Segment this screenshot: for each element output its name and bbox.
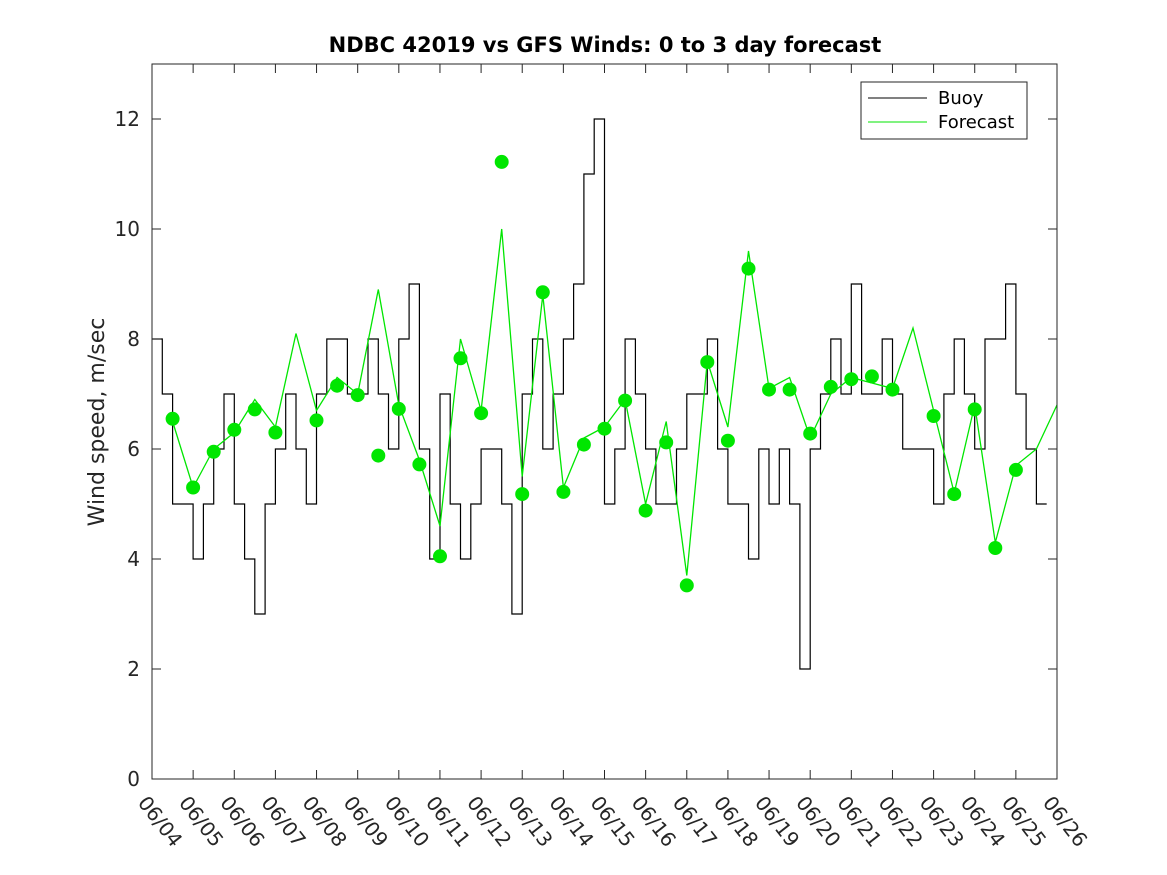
y-tick-label: 4 <box>127 547 140 571</box>
y-tick-label: 2 <box>127 657 140 681</box>
forecast-point <box>186 480 201 495</box>
y-tick-label: 12 <box>115 107 140 131</box>
forecast-point <box>618 393 633 408</box>
forecast-point <box>268 425 283 440</box>
forecast-point <box>844 372 859 387</box>
forecast-point <box>700 355 715 370</box>
forecast-point <box>967 402 982 417</box>
series-forecast-line <box>171 228 1057 576</box>
forecast-point <box>597 421 612 436</box>
plot-area <box>152 118 1057 670</box>
forecast-point <box>679 578 694 593</box>
forecast-point <box>247 402 262 417</box>
legend-forecast-label: Forecast <box>938 112 1014 133</box>
chart-title: NDBC 42019 vs GFS Winds: 0 to 3 day fore… <box>329 33 882 57</box>
forecast-point <box>885 382 900 397</box>
forecast-point <box>535 285 550 300</box>
forecast-point <box>474 406 489 421</box>
forecast-point <box>227 422 242 437</box>
y-tick-label: 6 <box>127 437 140 461</box>
legend-box <box>860 81 1028 140</box>
forecast-point <box>659 435 674 450</box>
forecast-point <box>926 409 941 423</box>
forecast-point <box>1008 462 1023 477</box>
forecast-point <box>638 503 653 518</box>
forecast-point <box>206 444 221 459</box>
y-tick-label: 8 <box>127 327 140 351</box>
forecast-point <box>803 426 818 441</box>
y-tick-label: 10 <box>115 217 140 241</box>
forecast-point <box>309 413 324 428</box>
y-axis-label: Wind speed, m/sec <box>85 318 110 527</box>
forecast-point <box>576 437 591 452</box>
forecast-point <box>556 484 571 499</box>
legend: Buoy Forecast <box>860 81 1028 140</box>
forecast-point <box>494 154 509 169</box>
forecast-point <box>782 382 797 397</box>
forecast-point <box>350 388 365 403</box>
forecast-point <box>762 382 776 397</box>
forecast-point <box>864 369 879 384</box>
forecast-point <box>391 401 406 416</box>
forecast-point <box>371 448 386 463</box>
forecast-point <box>453 351 468 366</box>
series-buoy-line <box>152 118 1047 670</box>
forecast-point <box>412 457 427 472</box>
legend-buoy-label: Buoy <box>938 88 984 109</box>
forecast-point <box>515 487 530 502</box>
forecast-point <box>947 487 962 502</box>
forecast-point <box>741 261 756 276</box>
forecast-point <box>988 541 1003 555</box>
forecast-point <box>720 433 735 448</box>
forecast-point <box>433 549 447 564</box>
forecast-point <box>330 378 345 393</box>
forecast-point <box>165 411 180 426</box>
y-tick-label: 0 <box>127 767 140 791</box>
forecast-point <box>823 379 838 394</box>
